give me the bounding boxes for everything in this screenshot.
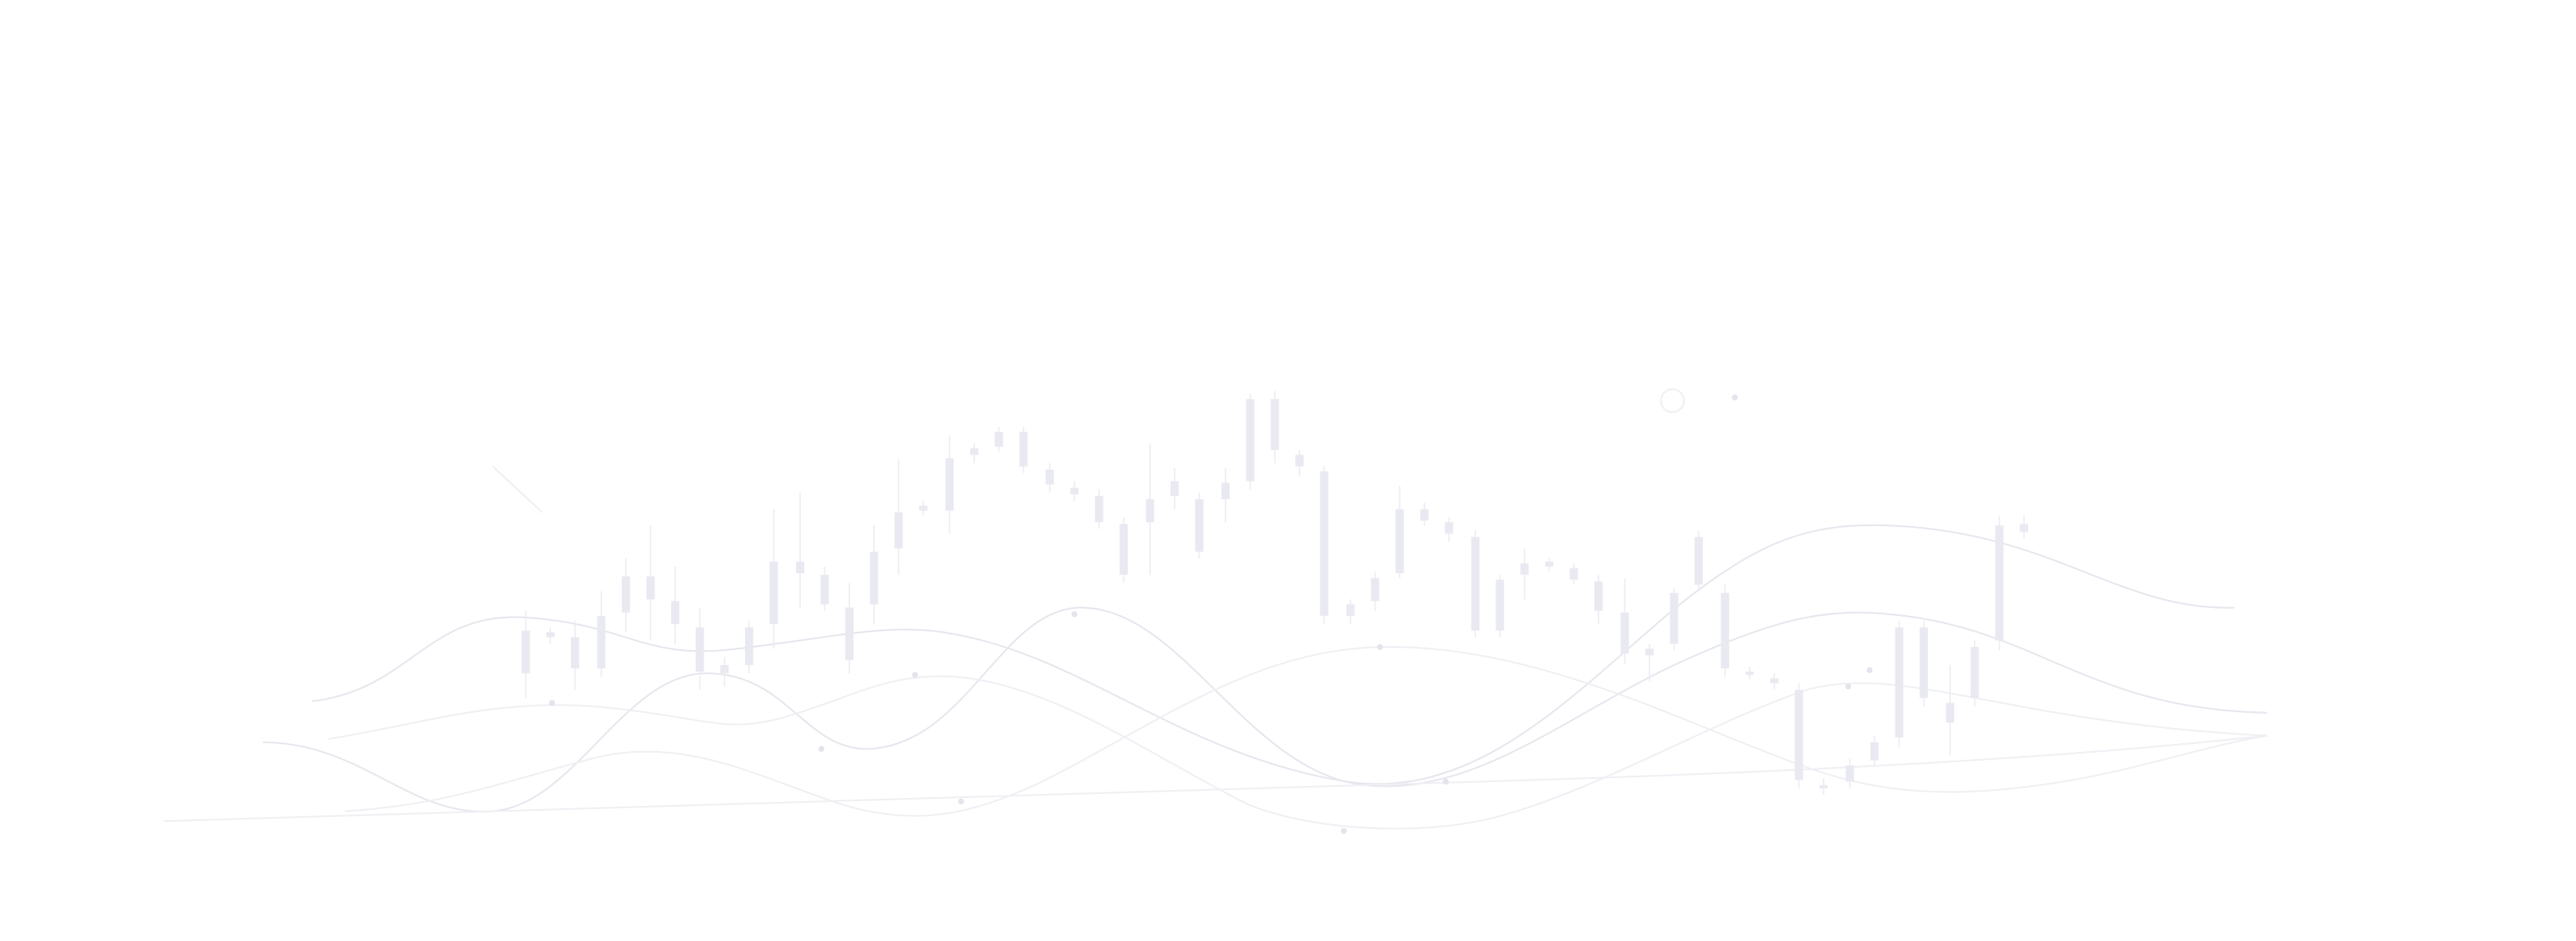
wave xyxy=(164,734,2268,823)
candle-body xyxy=(1119,524,1128,575)
candle-body xyxy=(1271,399,1279,451)
candle-body xyxy=(894,512,903,549)
candle-body xyxy=(1620,612,1629,654)
dot xyxy=(1442,778,1449,785)
candle-body xyxy=(1819,784,1828,788)
candle-body xyxy=(671,601,680,625)
dot xyxy=(1376,644,1383,650)
candle-body xyxy=(1295,455,1304,467)
dot xyxy=(549,699,556,707)
candle-body xyxy=(1019,432,1028,467)
candle-body xyxy=(821,575,829,605)
candle-body xyxy=(522,630,530,674)
candle-body xyxy=(1694,536,1703,585)
candle-body xyxy=(597,615,606,668)
candle-body xyxy=(845,607,854,660)
candle-body xyxy=(1845,765,1854,782)
candle-body xyxy=(1995,525,2004,641)
wave xyxy=(312,524,2235,785)
candle-body xyxy=(1496,579,1504,631)
candle-body xyxy=(720,664,729,674)
candle-body xyxy=(1445,522,1453,534)
candle-body xyxy=(1320,471,1329,616)
candle-body xyxy=(1721,592,1729,668)
wave xyxy=(262,606,2268,813)
candle-body xyxy=(1594,581,1603,611)
candle-body xyxy=(919,505,928,511)
candle-body xyxy=(1346,604,1355,616)
wave xyxy=(328,675,2268,830)
candle-body xyxy=(2019,524,2028,532)
candle-body xyxy=(1919,627,1928,699)
candle-body xyxy=(1246,399,1255,482)
ring xyxy=(1660,388,1686,413)
candle-body xyxy=(1645,649,1654,656)
candle-body xyxy=(1670,592,1678,644)
candle-body xyxy=(1545,561,1554,567)
candle-body xyxy=(1420,509,1429,521)
candle-body xyxy=(1870,742,1879,761)
candle-body xyxy=(1471,536,1480,631)
dot xyxy=(818,745,824,752)
candle-body xyxy=(796,561,805,574)
candle-body xyxy=(546,632,555,637)
candle-body xyxy=(995,432,1003,447)
candle-body xyxy=(870,552,879,605)
candle-body xyxy=(1095,496,1104,523)
candle-body xyxy=(770,561,778,625)
candle-body xyxy=(696,627,704,672)
candle-body xyxy=(571,637,580,668)
dot xyxy=(1866,667,1873,673)
wave xyxy=(344,646,2268,817)
waves xyxy=(164,388,2268,830)
candle-body xyxy=(1569,567,1578,580)
candle-body xyxy=(1371,578,1379,602)
candle-body xyxy=(1745,672,1754,676)
dot xyxy=(1732,394,1738,401)
candle-body xyxy=(1895,627,1903,738)
candle-body xyxy=(1520,563,1529,575)
candle-body xyxy=(1970,647,1979,699)
candle-body xyxy=(1794,689,1803,780)
dot xyxy=(1340,827,1347,835)
candle-body xyxy=(945,458,954,511)
wave xyxy=(492,466,543,513)
candle-body xyxy=(1946,703,1954,723)
candle-body xyxy=(1146,499,1154,523)
dot xyxy=(912,672,918,678)
candle-body xyxy=(1395,509,1404,574)
candle-body xyxy=(622,576,630,613)
candle-body xyxy=(970,448,979,455)
dot xyxy=(958,798,964,805)
candle-body xyxy=(745,627,754,665)
candles xyxy=(522,390,2028,835)
candle-body xyxy=(1770,678,1779,683)
candle-body xyxy=(1046,469,1054,485)
candle-body xyxy=(1070,487,1079,494)
candle-body xyxy=(1221,482,1230,500)
dot xyxy=(1071,611,1078,618)
candle-body xyxy=(1170,481,1179,497)
candle-body xyxy=(1195,499,1204,552)
dot xyxy=(1845,683,1852,690)
candle-body xyxy=(646,576,655,600)
